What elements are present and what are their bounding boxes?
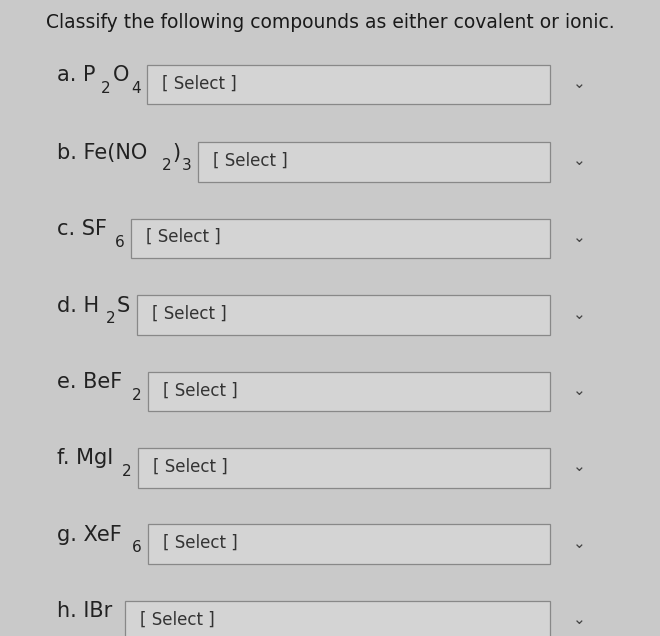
- Text: O: O: [112, 65, 129, 85]
- Text: g. XeF: g. XeF: [57, 525, 121, 545]
- Text: [ Select ]: [ Select ]: [152, 458, 228, 476]
- Text: b. Fe(NO: b. Fe(NO: [57, 142, 147, 163]
- FancyBboxPatch shape: [125, 601, 550, 636]
- Text: 2: 2: [101, 81, 111, 96]
- Text: [ Select ]: [ Select ]: [213, 152, 288, 170]
- Text: a. P: a. P: [57, 65, 95, 85]
- Text: 6: 6: [132, 541, 141, 555]
- FancyBboxPatch shape: [148, 525, 550, 564]
- Text: ⌄: ⌄: [574, 383, 586, 398]
- FancyBboxPatch shape: [147, 65, 550, 104]
- FancyBboxPatch shape: [138, 448, 550, 488]
- Text: c. SF: c. SF: [57, 219, 106, 239]
- Text: [ Select ]: [ Select ]: [163, 382, 238, 399]
- Text: ): ): [173, 142, 181, 163]
- Text: [ Select ]: [ Select ]: [146, 228, 220, 246]
- Text: 2: 2: [133, 388, 142, 403]
- Text: 6: 6: [115, 235, 124, 249]
- Text: f. MgI: f. MgI: [57, 448, 113, 469]
- Text: h. IBr: h. IBr: [57, 601, 112, 621]
- Text: ⌄: ⌄: [574, 76, 586, 91]
- Text: 2: 2: [106, 312, 115, 326]
- Text: 3: 3: [182, 158, 192, 173]
- Text: 2: 2: [122, 464, 131, 479]
- Text: S: S: [117, 296, 130, 316]
- Text: 2: 2: [162, 158, 171, 173]
- Text: 4: 4: [131, 81, 141, 96]
- Text: e. BeF: e. BeF: [57, 372, 121, 392]
- Text: [ Select ]: [ Select ]: [163, 534, 238, 552]
- Text: d. H: d. H: [57, 296, 98, 316]
- Text: [ Select ]: [ Select ]: [152, 305, 226, 323]
- FancyBboxPatch shape: [131, 219, 550, 258]
- Text: ⌄: ⌄: [574, 230, 586, 245]
- FancyBboxPatch shape: [148, 372, 550, 411]
- FancyBboxPatch shape: [198, 142, 550, 182]
- Text: [ Select ]: [ Select ]: [141, 611, 215, 628]
- Text: ⌄: ⌄: [574, 612, 586, 627]
- Text: ⌄: ⌄: [574, 459, 586, 474]
- Text: Classify the following compounds as either covalent or ionic.: Classify the following compounds as eith…: [46, 13, 614, 32]
- Text: ⌄: ⌄: [574, 307, 586, 322]
- FancyBboxPatch shape: [137, 296, 550, 335]
- Text: [ Select ]: [ Select ]: [162, 74, 237, 92]
- Text: ⌄: ⌄: [574, 153, 586, 169]
- Text: ⌄: ⌄: [574, 536, 586, 551]
